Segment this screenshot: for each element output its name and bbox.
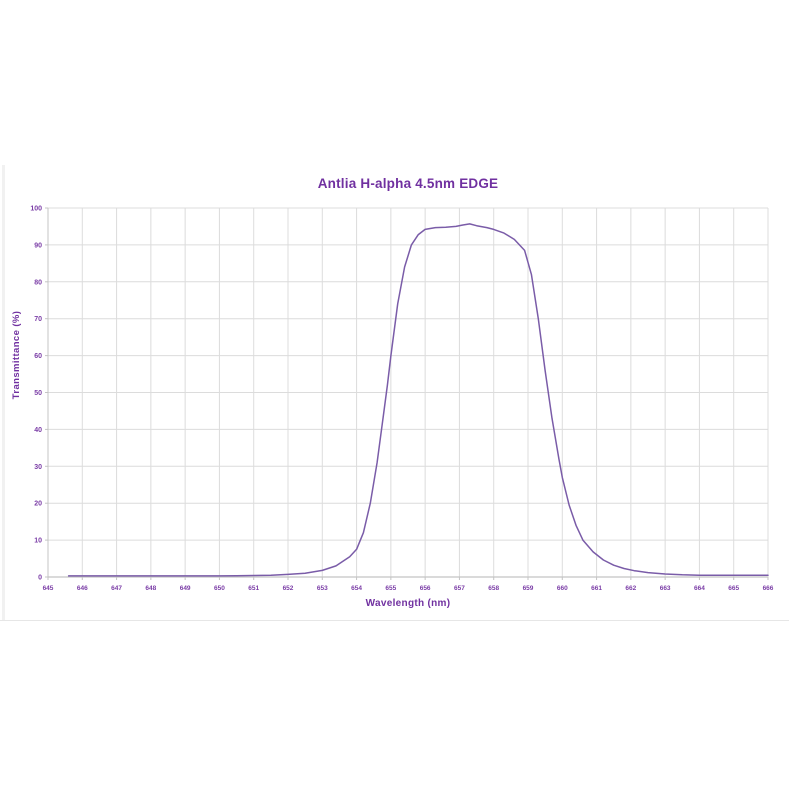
x-tick-label: 652 <box>283 585 294 592</box>
x-tick-label: 649 <box>180 585 191 592</box>
x-tick-label: 659 <box>523 585 534 592</box>
x-tick-label: 656 <box>420 585 431 592</box>
x-tick-label: 657 <box>454 585 465 592</box>
transmittance-curve <box>67 223 769 577</box>
x-tick-label: 650 <box>214 585 225 592</box>
x-axis-title: Wavelength (nm) <box>365 598 451 609</box>
transmittance-chart: 645 646 647 648 649 650 651 652 653 654 655 656 657 6… <box>0 160 789 621</box>
x-tick-label: 646 <box>77 585 88 592</box>
y-axis-title: Transmittance (%) <box>11 310 22 400</box>
y-tick-label: 10 <box>34 538 42 545</box>
x-tick-label: 648 <box>145 585 156 592</box>
y-tick-label: 90 <box>34 242 42 249</box>
chart-title: Antlia H-alpha 4.5nm EDGE <box>317 176 499 191</box>
x-tick-label: 663 <box>660 585 671 592</box>
x-tick-label: 666 <box>763 585 774 592</box>
x-tick-label: 645 <box>43 585 54 592</box>
x-tick-label: 664 <box>694 585 705 592</box>
y-tick-label: 80 <box>34 279 42 286</box>
y-tick-label: 20 <box>34 501 42 508</box>
x-tick-label: 662 <box>625 585 636 592</box>
x-tick-label: 651 <box>248 585 259 592</box>
y-tick-label: 30 <box>34 464 42 471</box>
y-tick-label: 0 <box>38 575 42 582</box>
x-tick-label: 660 <box>557 585 568 592</box>
y-tick-label: 100 <box>30 206 42 213</box>
y-tick-label: 70 <box>34 316 42 323</box>
x-tick-label: 661 <box>591 585 602 592</box>
x-tick-label: 647 <box>111 585 122 592</box>
x-tick-label: 654 <box>351 585 362 592</box>
y-tick-label: 50 <box>34 390 42 397</box>
x-tick-label: 653 <box>317 585 328 592</box>
chart-plot-area: 645 646 647 648 649 650 651 652 653 654 655 656 657 6… <box>30 206 774 593</box>
x-tick-label: 655 <box>385 585 396 592</box>
y-tick-label: 60 <box>34 353 42 360</box>
photo-left-edge <box>2 165 5 620</box>
x-tick-label: 665 <box>728 585 739 592</box>
y-tick-label: 40 <box>34 427 42 434</box>
x-tick-label: 658 <box>488 585 499 592</box>
